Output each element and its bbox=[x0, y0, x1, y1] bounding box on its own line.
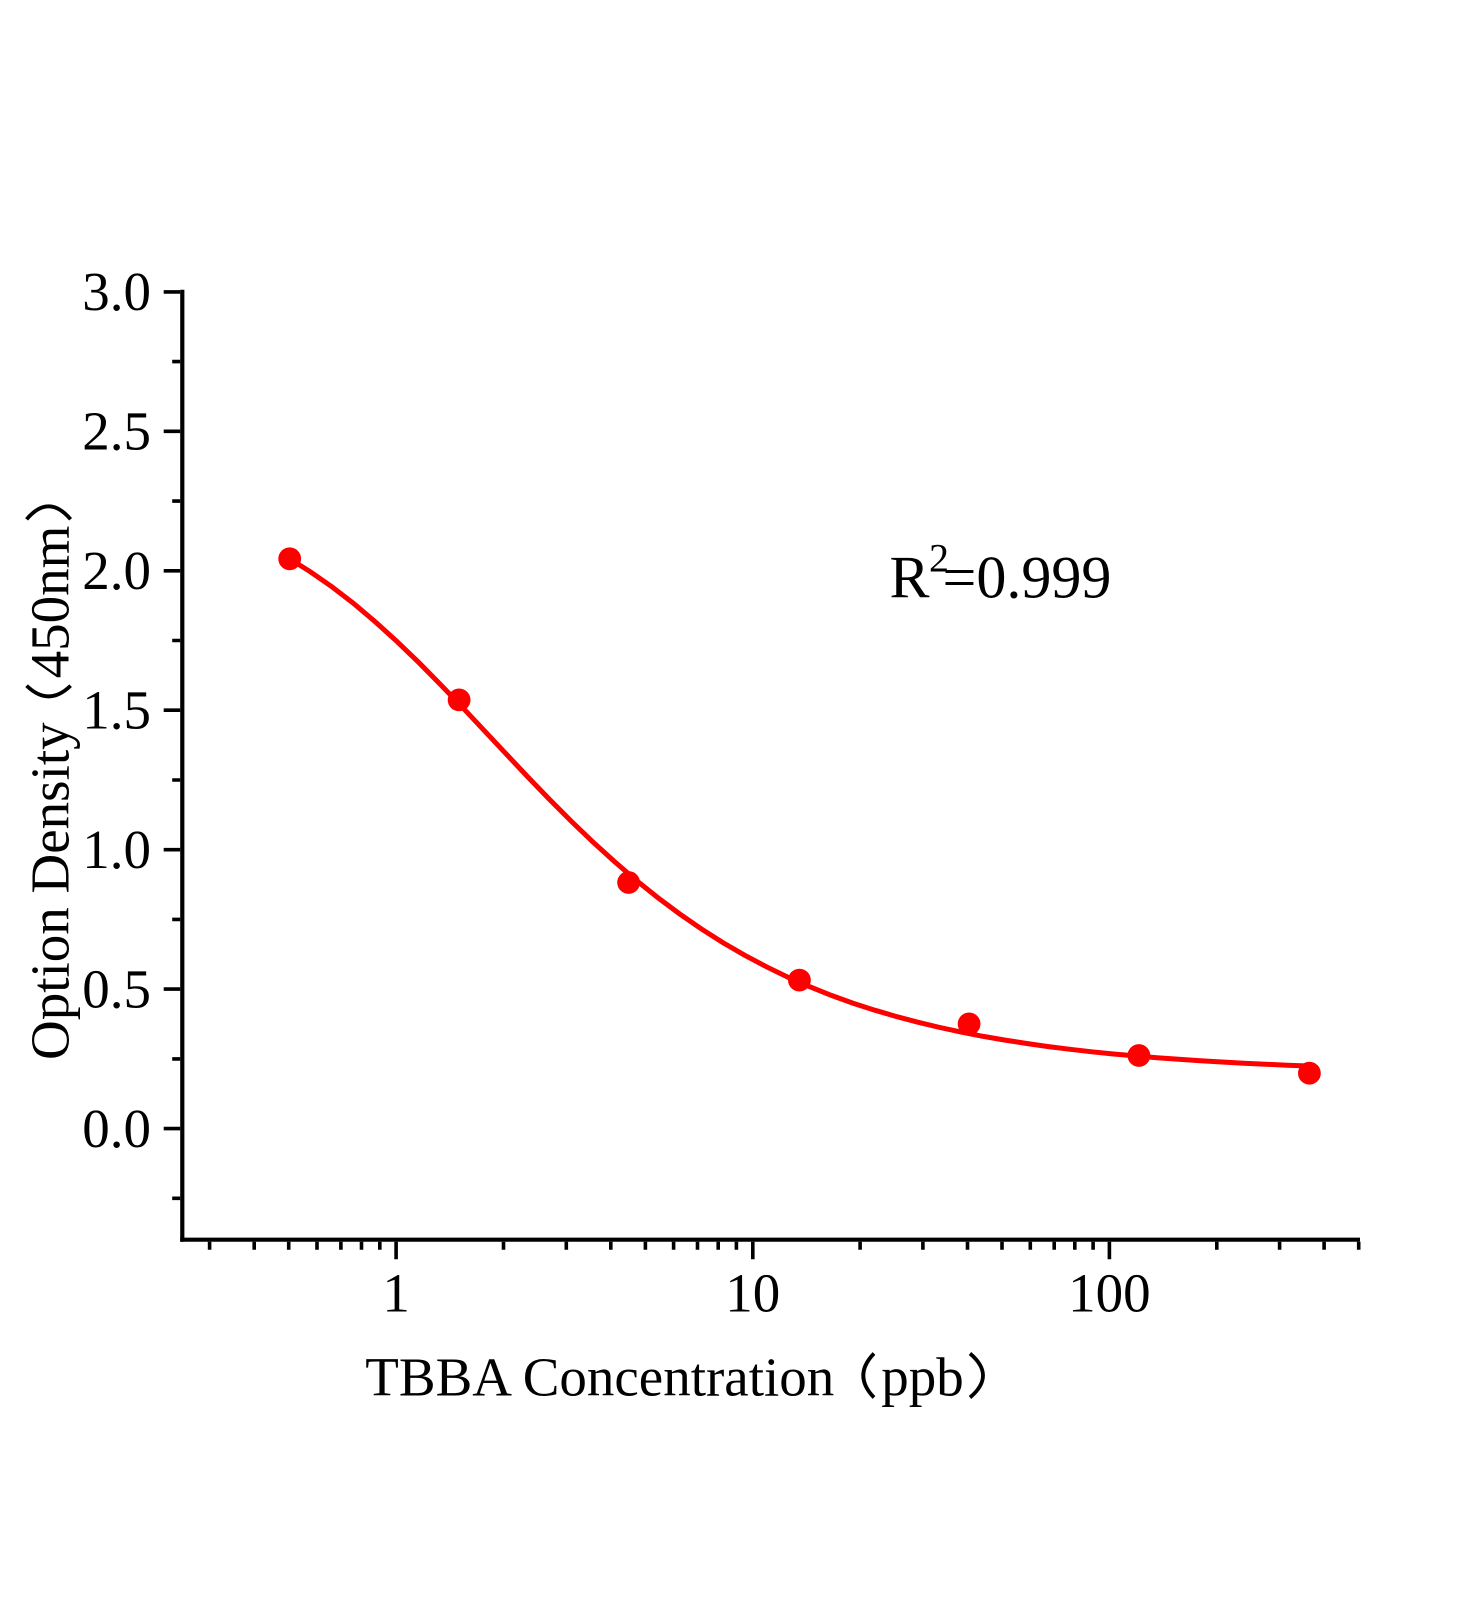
svg-text:ppb: ppb bbox=[881, 1346, 964, 1407]
svg-text:=0.999: =0.999 bbox=[943, 545, 1112, 611]
svg-text:2.5: 2.5 bbox=[82, 401, 151, 462]
svg-text:TBBA Concentration: TBBA Concentration bbox=[365, 1346, 834, 1407]
svg-text:Option Density: Option Density bbox=[20, 722, 81, 1060]
svg-text:3.0: 3.0 bbox=[82, 261, 151, 322]
svg-text:R: R bbox=[890, 545, 930, 611]
svg-text:10: 10 bbox=[725, 1263, 780, 1324]
svg-text:2.0: 2.0 bbox=[82, 540, 151, 601]
svg-text:2: 2 bbox=[929, 536, 949, 581]
svg-text:1: 1 bbox=[382, 1263, 410, 1324]
svg-text:0.0: 0.0 bbox=[82, 1098, 151, 1159]
svg-text:1.5: 1.5 bbox=[82, 680, 151, 741]
svg-text:1.0: 1.0 bbox=[82, 819, 151, 880]
svg-text:100: 100 bbox=[1068, 1263, 1151, 1324]
svg-text:0.5: 0.5 bbox=[82, 958, 151, 1019]
svg-text:450nm: 450nm bbox=[20, 526, 81, 679]
